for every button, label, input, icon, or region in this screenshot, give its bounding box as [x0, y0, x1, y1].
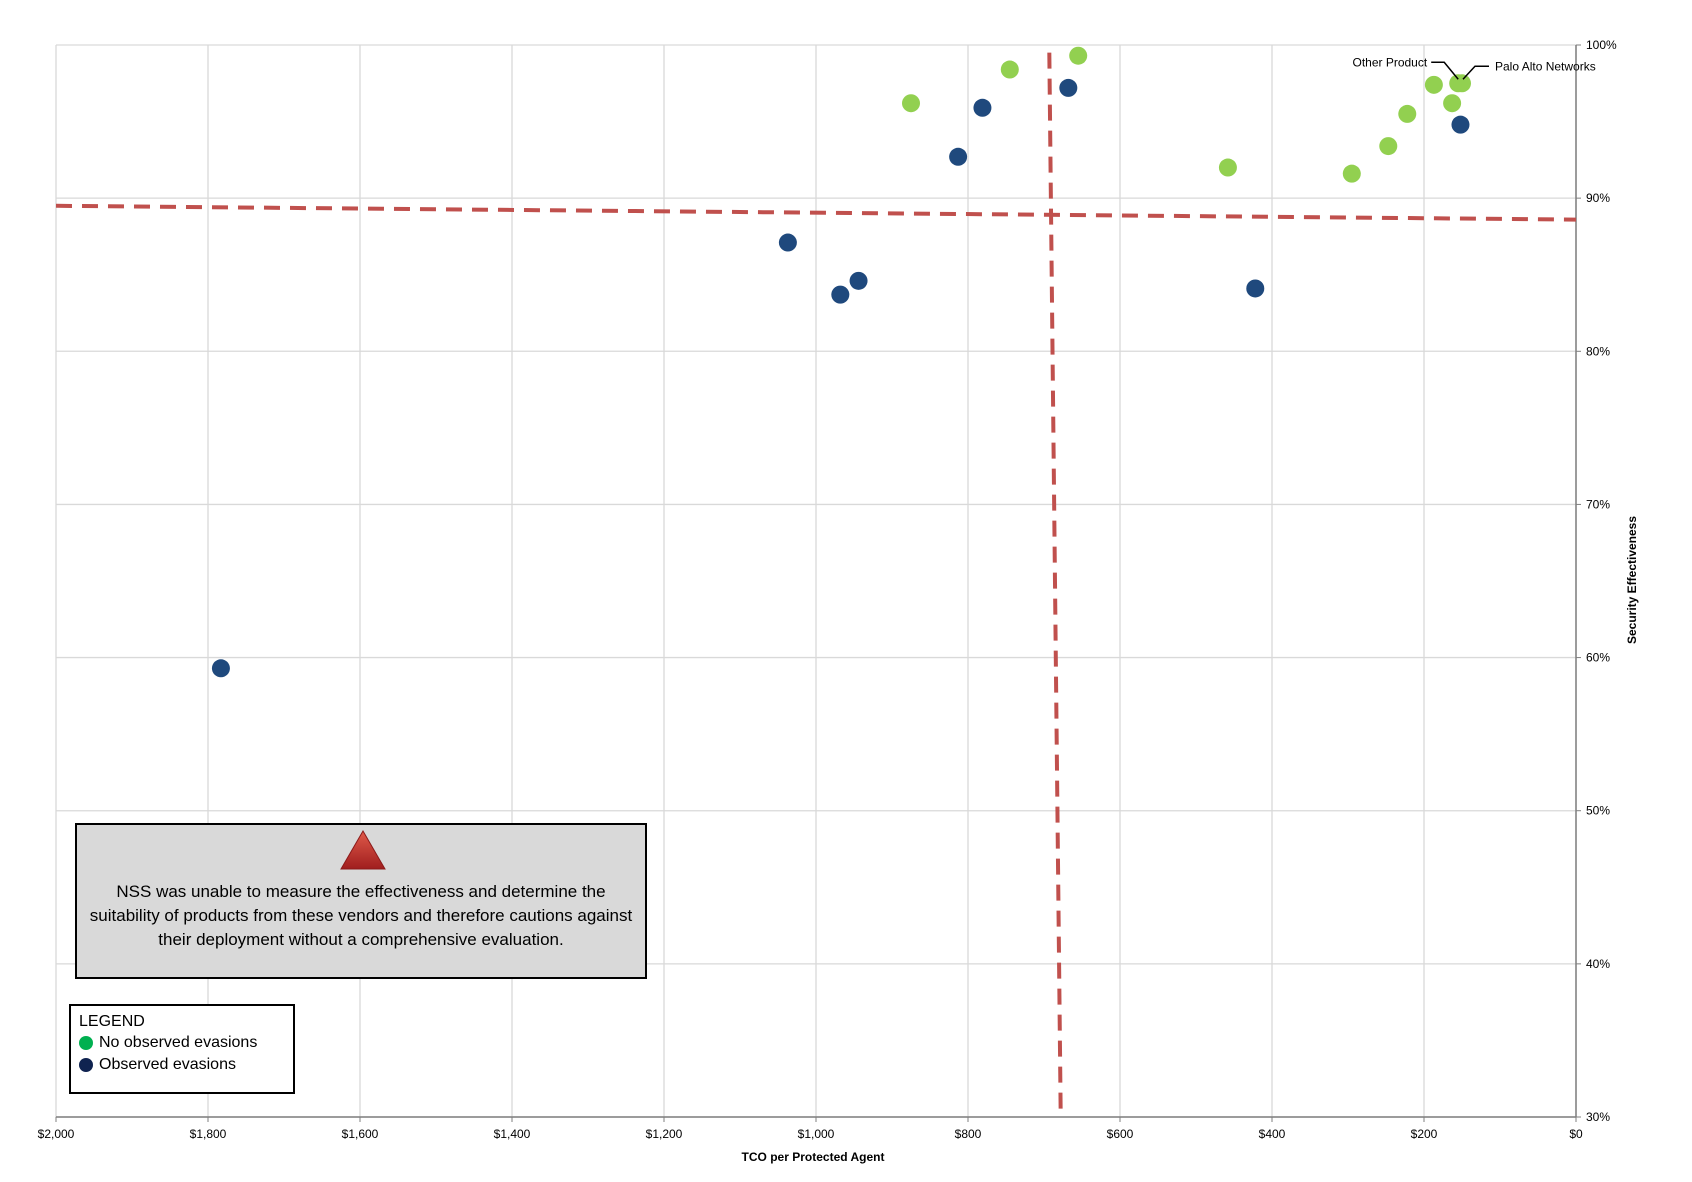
x-axis-title: TCO per Protected Agent	[742, 1150, 885, 1164]
no-evasions-point	[1342, 164, 1361, 183]
x-tick-label: $1,200	[646, 1127, 683, 1141]
observed-evasions-point	[1451, 115, 1470, 134]
x-tick-label: $1,400	[494, 1127, 531, 1141]
observed-evasions-point	[973, 98, 992, 117]
legend-title: LEGEND	[79, 1013, 145, 1030]
axes: $2,000 $1,800 $1,600 $1,400 $1,200 $1,000 $800…	[38, 38, 1617, 1141]
warning-text: NSS was unable to measure the effectiven…	[89, 882, 633, 949]
reference-lines	[55, 52, 1577, 1118]
other-product-leader	[1431, 61, 1459, 80]
legend: LEGEND No observed evasions Observed eva…	[69, 1004, 295, 1094]
no-evasions-point	[1443, 94, 1462, 113]
annotation-other-product: Other Product	[1352, 55, 1427, 69]
x-tick-label: $1,800	[190, 1127, 227, 1141]
observed-evasions-point	[211, 659, 230, 678]
warning-callout: NSS was unable to measure the effectiven…	[75, 823, 647, 979]
legend-item-no-evasions: No observed evasions	[79, 1032, 285, 1054]
observed-evasions-point	[1059, 78, 1078, 97]
annotations: Other Product Palo Alto Networks	[1352, 55, 1596, 80]
no-evasions-point	[1424, 75, 1443, 94]
legend-item-observed-evasions: Observed evasions	[79, 1054, 285, 1076]
observed-evasions-point	[778, 233, 797, 252]
x-tick-label: $800	[955, 1127, 982, 1141]
x-tick-label: $1,000	[798, 1127, 835, 1141]
x-tick-label: $1,600	[342, 1127, 379, 1141]
y-tick-label: 40%	[1586, 957, 1610, 971]
y-tick-label: 60%	[1586, 651, 1610, 665]
annotation-palo-alto-networks: Palo Alto Networks	[1495, 59, 1596, 73]
legend-label-observed-evasions: Observed evasions	[99, 1056, 236, 1073]
legend-marker-no-evasions	[79, 1036, 93, 1050]
no-evasions-point	[902, 94, 920, 113]
no-evasions-point	[1379, 137, 1398, 156]
warning-triangle-icon	[340, 830, 386, 870]
y-tick-label: 100%	[1586, 38, 1617, 52]
no-evasions-point	[1069, 46, 1088, 65]
no-evasions-point	[1398, 104, 1417, 123]
x-tick-label: $2,000	[38, 1127, 75, 1141]
no-evasions-point	[1218, 158, 1237, 177]
y-tick-label: 80%	[1586, 344, 1610, 358]
palo-alto-leader	[1462, 65, 1489, 80]
data-points	[211, 46, 1471, 678]
observed-evasions-point	[849, 271, 868, 290]
observed-evasions-point	[1246, 279, 1265, 298]
y-tick-label: 50%	[1586, 804, 1610, 818]
y-axis-title: Security Effectiveness	[1625, 516, 1639, 644]
horizontal-reference-line	[55, 203, 1577, 222]
observed-evasions-point	[831, 285, 850, 304]
y-tick-label: 70%	[1586, 497, 1610, 511]
x-tick-label: $0	[1569, 1127, 1583, 1141]
y-tick-label: 30%	[1586, 1110, 1610, 1124]
no-evasions-point	[1000, 60, 1019, 79]
y-tick-label: 90%	[1586, 191, 1610, 205]
x-tick-label: $200	[1411, 1127, 1438, 1141]
legend-marker-observed-evasions	[79, 1058, 93, 1072]
legend-label-no-evasions: No observed evasions	[99, 1034, 258, 1051]
observed-evasions-point	[949, 147, 968, 166]
x-tick-label: $400	[1259, 1127, 1286, 1141]
x-tick-label: $600	[1107, 1127, 1134, 1141]
vertical-reference-line	[1047, 52, 1063, 1118]
